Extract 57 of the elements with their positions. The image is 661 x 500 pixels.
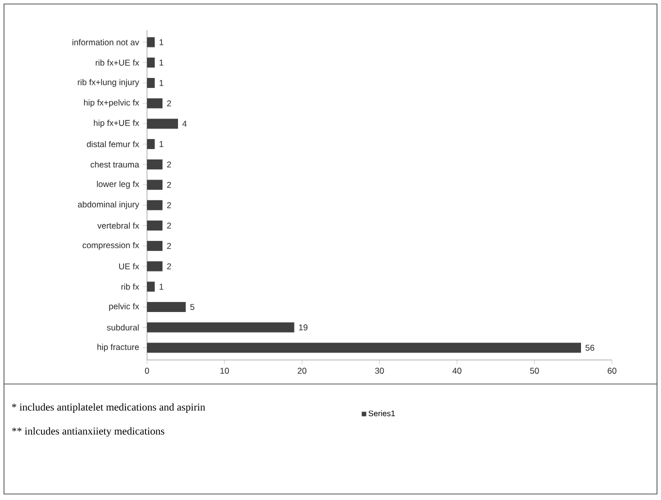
y-tick-label: vertebral fx bbox=[97, 222, 140, 229]
y-tick-label: distal femur fx bbox=[86, 140, 140, 148]
data-label: 1 bbox=[160, 80, 164, 86]
data-label: 56 bbox=[586, 344, 594, 351]
data-label: 1 bbox=[160, 141, 164, 147]
bar bbox=[147, 342, 581, 353]
y-tick-label: rib fx bbox=[121, 284, 140, 290]
y-tick-label: information not av bbox=[72, 39, 140, 46]
x-tick-label: 20 bbox=[298, 368, 306, 374]
bar bbox=[147, 302, 186, 312]
y-tick-label: rib fx+lung injury bbox=[78, 79, 140, 87]
bar bbox=[147, 322, 294, 332]
bar bbox=[147, 159, 163, 170]
data-label: 1 bbox=[160, 284, 164, 290]
y-tick-label: UE fx bbox=[119, 263, 140, 270]
x-tick-label: 40 bbox=[452, 368, 462, 374]
y-tick-label: rib fx+UE fx bbox=[96, 59, 140, 66]
bar bbox=[147, 282, 155, 292]
y-tick-label: hip fx+pelvic fx bbox=[84, 99, 140, 108]
data-label: 2 bbox=[167, 242, 171, 249]
x-tick-label: 0 bbox=[144, 368, 150, 374]
y-tick-label: compression fx bbox=[82, 242, 140, 250]
bar bbox=[147, 220, 163, 231]
x-tick-label: 30 bbox=[375, 368, 384, 374]
bar bbox=[147, 58, 155, 68]
y-tick-label: hip fracture bbox=[97, 344, 139, 352]
y-tick-label: lower leg fx bbox=[96, 180, 140, 189]
bar bbox=[147, 78, 155, 88]
bar bbox=[147, 240, 163, 251]
x-tick-label: 50 bbox=[530, 368, 539, 374]
y-tick-label: hip fx+UE fx bbox=[94, 120, 140, 128]
data-label: 2 bbox=[167, 100, 171, 106]
data-label: 1 bbox=[160, 39, 164, 46]
data-label: 2 bbox=[167, 182, 171, 188]
bar bbox=[147, 139, 155, 150]
y-tick-label: abdominal injury bbox=[78, 201, 140, 210]
data-label: 2 bbox=[167, 222, 171, 228]
y-tick-label: subdural bbox=[106, 324, 139, 330]
bar bbox=[147, 37, 155, 48]
bar bbox=[147, 261, 163, 272]
bar bbox=[147, 200, 163, 210]
data-label: 19 bbox=[299, 324, 308, 330]
text: ** inlcudes antianxiiety medications bbox=[12, 427, 164, 437]
text: * includes antiplatelet medications and aspirin bbox=[12, 403, 206, 413]
bar bbox=[147, 118, 178, 129]
y-tick-label: chest trauma bbox=[90, 161, 140, 168]
x-tick-label: 10 bbox=[220, 368, 229, 374]
data-label: 2 bbox=[167, 263, 171, 270]
y-tick-label: pelvic fx bbox=[109, 303, 140, 311]
data-label: 4 bbox=[182, 120, 187, 127]
data-label: 2 bbox=[167, 161, 171, 168]
data-label: 1 bbox=[160, 60, 164, 66]
bar bbox=[147, 180, 163, 190]
data-label: 5 bbox=[190, 304, 194, 310]
bar bbox=[147, 98, 163, 108]
x-tick-label: 60 bbox=[608, 368, 616, 374]
data-label: 2 bbox=[167, 202, 171, 208]
